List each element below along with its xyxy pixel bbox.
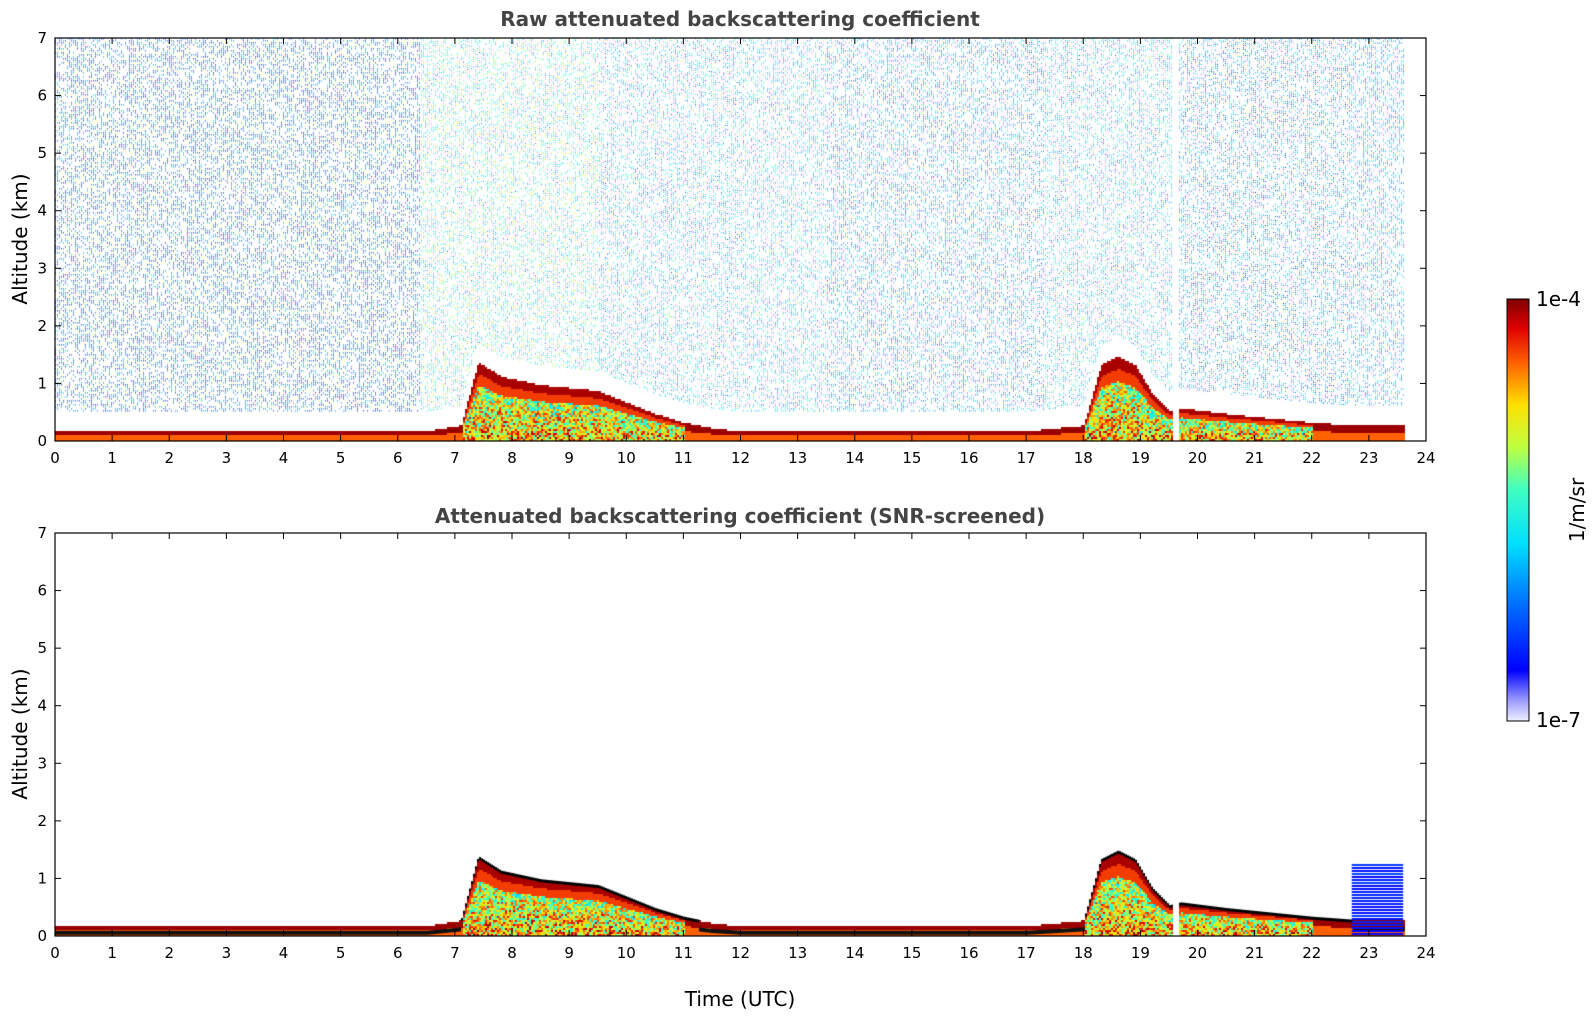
x-tick-label: 10 xyxy=(617,449,636,467)
x-tick-label: 16 xyxy=(959,449,978,467)
colorbar-unit-label: 1/m/sr xyxy=(1565,477,1589,542)
x-tick-label: 6 xyxy=(393,944,403,962)
x-tick-label: 15 xyxy=(902,449,921,467)
x-tick-label: 23 xyxy=(1359,944,1378,962)
x-tick-label: 17 xyxy=(1017,449,1036,467)
x-tick-label: 3 xyxy=(222,449,232,467)
x-tick-label: 4 xyxy=(279,944,289,962)
y-tick-label: 2 xyxy=(37,812,47,830)
y-tick-label: 7 xyxy=(37,524,47,542)
x-tick-label: 17 xyxy=(1017,944,1036,962)
x-tick-label: 4 xyxy=(279,449,289,467)
x-tick-label: 11 xyxy=(674,449,693,467)
x-tick-label: 2 xyxy=(164,449,174,467)
x-tick-label: 12 xyxy=(731,449,750,467)
x-tick-label: 15 xyxy=(902,944,921,962)
snr-screened-panel: Attenuated backscattering coefficient (S… xyxy=(8,504,1436,1011)
y-tick-label: 6 xyxy=(37,582,47,600)
y-tick-label: 1 xyxy=(37,374,47,392)
x-tick-label: 1 xyxy=(107,944,117,962)
colorbar-min-label: 1e-7 xyxy=(1536,708,1581,732)
x-tick-label: 8 xyxy=(507,944,517,962)
x-tick-label: 1 xyxy=(107,449,117,467)
y-tick-label: 5 xyxy=(37,639,47,657)
x-tick-label: 11 xyxy=(674,944,693,962)
x-tick-label: 9 xyxy=(564,944,574,962)
snr-axes: 0 1 2 3 4 5 6 7 8 9 10 11 12 13 14 15 16 17 18 19 20 21 22 23 24… xyxy=(37,524,1435,962)
colorbar: 1e-4 1e-7 1/m/sr xyxy=(1506,287,1589,732)
colorbar-max-label: 1e-4 xyxy=(1536,287,1581,311)
snr-heatmap xyxy=(55,533,1426,936)
x-tick-label: 9 xyxy=(564,449,574,467)
x-tick-label: 20 xyxy=(1188,944,1207,962)
x-tick-label: 6 xyxy=(393,449,403,467)
x-tick-label: 12 xyxy=(731,944,750,962)
y-tick-label: 0 xyxy=(37,927,47,945)
x-tick-label: 18 xyxy=(1074,449,1093,467)
x-tick-label: 16 xyxy=(959,944,978,962)
snr-y-axis-label: Altitude (km) xyxy=(8,668,32,799)
x-tick-label: 7 xyxy=(450,449,460,467)
x-tick-label: 10 xyxy=(617,944,636,962)
y-tick-label: 5 xyxy=(37,144,47,162)
raw-axes: 0 1 2 3 4 5 6 7 8 9 10 11 12 13 14 15 16 17 18 19 20 21 22 23 24… xyxy=(37,29,1435,467)
x-tick-label: 14 xyxy=(845,449,864,467)
snr-panel-title: Attenuated backscattering coefficient (S… xyxy=(435,504,1045,528)
raw-y-axis-label: Altitude (km) xyxy=(8,173,32,304)
x-tick-label: 14 xyxy=(845,944,864,962)
colorbar-gradient xyxy=(1506,298,1530,722)
x-tick-label: 24 xyxy=(1416,944,1435,962)
time-x-axis-label: Time (UTC) xyxy=(684,987,796,1011)
x-tick-label: 5 xyxy=(336,944,346,962)
y-tick-label: 6 xyxy=(37,87,47,105)
raw-backscatter-panel: Raw attenuated backscattering coefficien… xyxy=(8,7,1436,467)
heatmap-raster xyxy=(55,533,1426,936)
x-tick-label: 19 xyxy=(1131,449,1150,467)
y-tick-label: 2 xyxy=(37,317,47,335)
x-tick-label: 22 xyxy=(1302,944,1321,962)
y-tick-label: 3 xyxy=(37,754,47,772)
y-tick-label: 4 xyxy=(37,202,47,220)
x-tick-label: 23 xyxy=(1359,449,1378,467)
x-tick-label: 0 xyxy=(50,944,60,962)
x-tick-label: 18 xyxy=(1074,944,1093,962)
raw-heatmap xyxy=(55,38,1426,441)
x-tick-label: 21 xyxy=(1245,449,1264,467)
y-tick-label: 0 xyxy=(37,432,47,450)
heatmap-raster xyxy=(55,38,1426,441)
y-tick-label: 1 xyxy=(37,869,47,887)
y-tick-label: 3 xyxy=(37,259,47,277)
x-tick-label: 21 xyxy=(1245,944,1264,962)
x-tick-label: 13 xyxy=(788,449,807,467)
x-tick-label: 24 xyxy=(1416,449,1435,467)
x-tick-label: 19 xyxy=(1131,944,1150,962)
x-tick-label: 5 xyxy=(336,449,346,467)
raw-panel-title: Raw attenuated backscattering coefficien… xyxy=(500,7,980,31)
x-tick-label: 3 xyxy=(222,944,232,962)
x-tick-label: 8 xyxy=(507,449,517,467)
x-tick-label: 0 xyxy=(50,449,60,467)
x-tick-label: 22 xyxy=(1302,449,1321,467)
y-tick-label: 4 xyxy=(37,697,47,715)
x-tick-label: 13 xyxy=(788,944,807,962)
x-tick-label: 7 xyxy=(450,944,460,962)
x-tick-label: 20 xyxy=(1188,449,1207,467)
x-tick-label: 2 xyxy=(164,944,174,962)
y-tick-label: 7 xyxy=(37,29,47,47)
